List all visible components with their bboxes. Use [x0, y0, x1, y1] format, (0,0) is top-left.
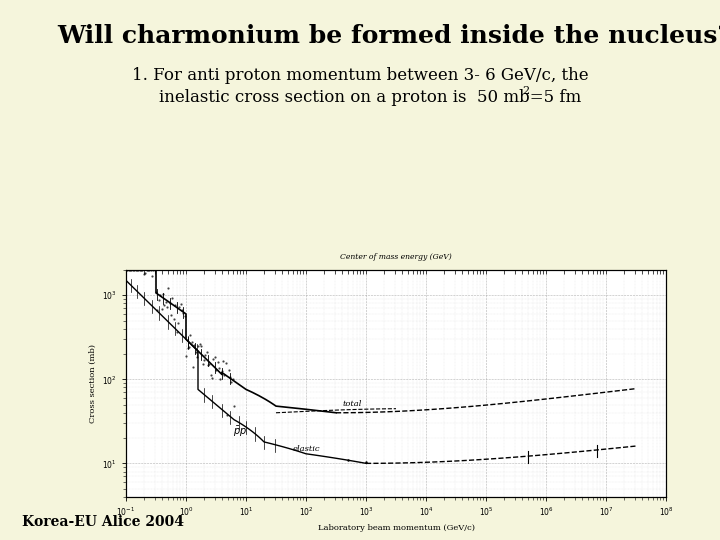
Text: 1. For anti proton momentum between 3- 6 GeV/c, the: 1. For anti proton momentum between 3- 6…: [132, 68, 588, 84]
Text: Korea-EU Alice 2004: Korea-EU Alice 2004: [22, 515, 184, 529]
Text: Will charmonium be formed inside the nucleus?: Will charmonium be formed inside the nuc…: [58, 24, 720, 48]
Text: inelastic cross section on a proton is  50 mb=5 fm: inelastic cross section on a proton is 5…: [138, 89, 582, 106]
Text: 2: 2: [523, 86, 530, 97]
Y-axis label: Cross section (mb): Cross section (mb): [89, 344, 96, 423]
Text: $\bar{p}p$: $\bar{p}p$: [233, 424, 247, 438]
Text: total: total: [342, 400, 361, 408]
Text: elastic: elastic: [293, 445, 320, 453]
X-axis label: Laboratory beam momentum (GeV/c): Laboratory beam momentum (GeV/c): [318, 524, 474, 532]
Text: Center of mass energy (GeV): Center of mass energy (GeV): [340, 253, 452, 261]
